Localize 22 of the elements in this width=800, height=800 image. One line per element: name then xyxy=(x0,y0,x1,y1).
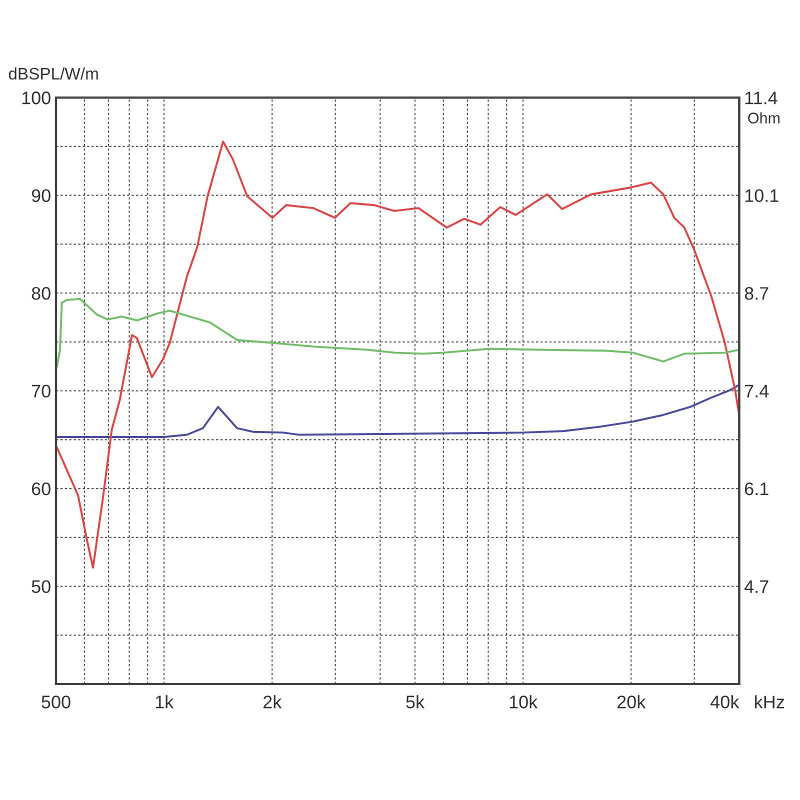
x-tick-label: 40k xyxy=(710,695,740,708)
y2-tick-label: 6.1 xyxy=(744,482,768,496)
y2-tick-label: 7.4 xyxy=(744,384,769,398)
x-tick-label: 2k xyxy=(264,695,282,708)
y-tick-label: 70 xyxy=(32,384,50,398)
y2-axis-title: Ohm xyxy=(748,112,780,124)
x-tick-label: 10k xyxy=(510,695,538,708)
y2-tick-label: 4.7 xyxy=(744,580,768,593)
y-tick-label: 50 xyxy=(32,580,50,593)
y-axis-title: dBSPL/W/m xyxy=(8,67,98,80)
x-tick-label: 500 xyxy=(42,696,70,708)
x-tick-label: 5k xyxy=(406,695,425,708)
y2-tick-label: 11.4 xyxy=(745,92,778,104)
y2-tick-label: 8.7 xyxy=(744,287,768,300)
y2-tick-label: 10.1 xyxy=(745,189,778,202)
y-tick-label: 80 xyxy=(32,287,50,300)
y-tick-label: 90 xyxy=(32,189,50,202)
x-axis-title: kHz xyxy=(755,695,784,708)
y-tick-label: 60 xyxy=(32,482,50,496)
x-tick-label: 1k xyxy=(156,695,174,708)
x-tick-label: 20k xyxy=(617,695,646,708)
y-tick-label: 100 xyxy=(22,92,50,104)
